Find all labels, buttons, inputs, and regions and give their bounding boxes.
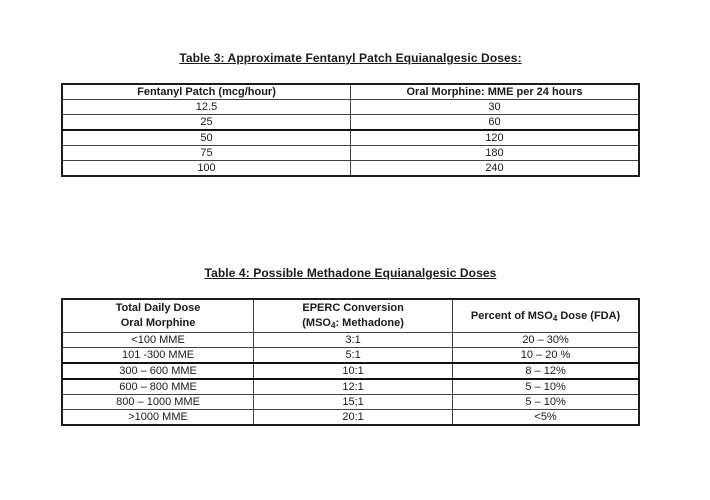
table3-cell-patch: 12.5 [61,99,351,115]
table4-cell-percent: 8 – 12% [452,362,640,380]
table4-cell-dose: >1000 MME [61,409,255,426]
table-row: 75 180 [61,145,640,161]
table3-cell-patch: 50 [61,129,351,146]
table4-cell-dose: <100 MME [61,332,255,348]
table3-cell-patch: 75 [61,145,351,161]
table-row: 12.5 30 [61,99,640,115]
table3-section: Table 3: Approximate Fentanyl Patch Equi… [61,51,640,177]
table4-section: Table 4: Possible Methadone Equianalgesi… [61,266,640,426]
table4-cell-conversion: 3:1 [253,332,454,348]
table3-cell-mme: 30 [350,99,640,115]
table-row: <100 MME 3:1 20 – 30% [61,332,640,348]
table4-cell-conversion: 15;1 [253,394,454,410]
table4-cell-conversion: 20:1 [253,409,454,426]
header-line: Percent of MSO4 Dose (FDA) [470,309,621,323]
table-row: 800 – 1000 MME 15;1 5 – 10% [61,394,640,410]
methadone-doses-table: Total Daily Dose Oral Morphine EPERC Con… [61,298,640,426]
table-row: 100 240 [61,160,640,177]
subscript-4: 4 [552,313,558,323]
table-row: 50 120 [61,129,640,146]
table4-cell-percent: <5% [452,409,640,426]
table3-cell-mme: 240 [350,160,640,177]
table4-cell-conversion: 10:1 [253,362,454,380]
table-row: 600 – 800 MME 12:1 5 – 10% [61,378,640,395]
table4-title: Table 4: Possible Methadone Equianalgesi… [204,266,497,280]
header-line: Oral Morphine [120,317,196,329]
table4-cell-conversion: 12:1 [253,378,454,395]
table4-header-row: Total Daily Dose Oral Morphine EPERC Con… [61,298,640,333]
table4-cell-dose: 600 – 800 MME [61,378,255,395]
table4-cell-dose: 800 – 1000 MME [61,394,255,410]
header-line: EPERC Conversion [302,302,404,314]
table3-cell-mme: 180 [350,145,640,161]
table4-cell-percent: 5 – 10% [452,394,640,410]
header-line: Total Daily Dose [115,302,201,314]
table-row: 25 60 [61,114,640,131]
header-line: (MSO4: Methadone) [302,317,404,330]
table-row: 300 – 600 MME 10:1 8 – 12% [61,362,640,380]
table3-title: Table 3: Approximate Fentanyl Patch Equi… [179,51,522,65]
table4-header-percent-mso4: Percent of MSO4 Dose (FDA) [452,298,640,333]
table-row: >1000 MME 20:1 <5% [61,409,640,426]
subscript-4: 4 [331,321,336,330]
table3-cell-patch: 25 [61,114,351,131]
table3-header-fentanyl-patch: Fentanyl Patch (mcg/hour) [61,83,351,100]
table4-header-total-daily-dose: Total Daily Dose Oral Morphine [61,298,255,333]
table-row: 101 -300 MME 5:1 10 – 20 % [61,347,640,364]
fentanyl-doses-table: Fentanyl Patch (mcg/hour) Oral Morphine:… [61,83,640,177]
table4-header-eperc-conversion: EPERC Conversion (MSO4: Methadone) [253,298,454,333]
table4-cell-percent: 5 – 10% [452,378,640,395]
table4-cell-percent: 10 – 20 % [452,347,640,364]
table4-cell-percent: 20 – 30% [452,332,640,348]
table3-header-oral-morphine: Oral Morphine: MME per 24 hours [350,83,640,100]
table3-cell-mme: 120 [350,129,640,146]
table4-cell-conversion: 5:1 [253,347,454,364]
table4-cell-dose: 101 -300 MME [61,347,255,364]
table3-cell-mme: 60 [350,114,640,131]
table3-cell-patch: 100 [61,160,351,177]
table3-header-row: Fentanyl Patch (mcg/hour) Oral Morphine:… [61,83,640,100]
table4-cell-dose: 300 – 600 MME [61,362,255,380]
